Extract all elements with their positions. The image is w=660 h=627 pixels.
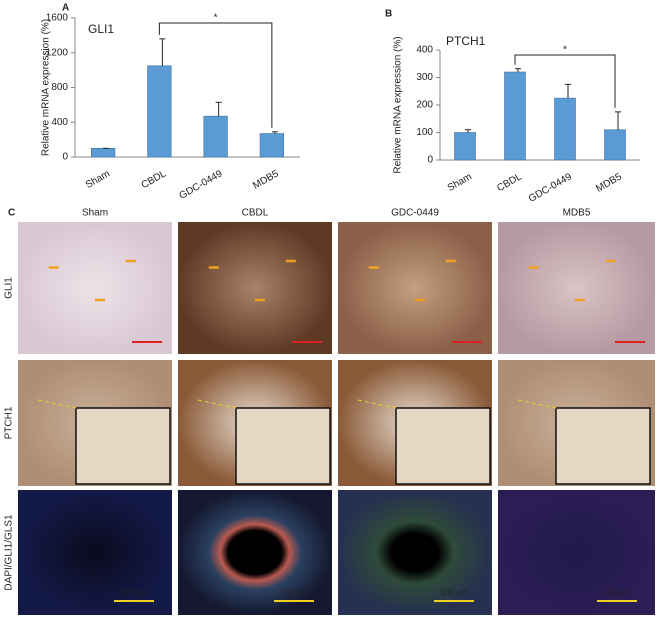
- micrograph: [338, 490, 492, 615]
- inset: [75, 407, 171, 485]
- y-tick-label: 300: [416, 72, 433, 83]
- bar: [203, 115, 228, 158]
- bar: [259, 133, 284, 158]
- x-tick-label: CBDL: [140, 168, 169, 191]
- row-label: PTCH1: [4, 406, 15, 439]
- y-tick-label: 400: [416, 45, 433, 56]
- bar: [454, 132, 476, 161]
- micrograph: [178, 222, 332, 354]
- significance-label: *: [214, 13, 218, 24]
- bar: [504, 71, 526, 161]
- micrograph: [338, 222, 492, 354]
- scale-bar-label: 100 μm: [604, 588, 631, 597]
- inset: [235, 407, 331, 485]
- x-tick-label: GDC-0449: [527, 171, 574, 205]
- bar: [554, 97, 576, 161]
- y-tick-label: 800: [51, 82, 68, 93]
- x-tick-label: MDB5: [594, 171, 624, 195]
- y-tick-label: 100: [416, 127, 433, 138]
- x-tick-label: MDB5: [251, 168, 281, 192]
- bar: [91, 148, 116, 158]
- y-tick-label: 200: [416, 100, 433, 111]
- micrograph: [18, 490, 172, 615]
- y-tick-label: 0: [427, 155, 433, 166]
- y-tick-label: 1200: [46, 47, 69, 58]
- row-label: GLI1: [4, 277, 15, 299]
- chart-title: PTCH1: [446, 34, 486, 48]
- x-tick-label: Sham: [446, 171, 474, 194]
- x-tick-label: GDC-0449: [178, 168, 225, 202]
- y-tick-label: 1600: [46, 13, 69, 24]
- panel-label: A: [62, 3, 69, 14]
- column-header: GDC-0449: [391, 208, 439, 219]
- y-axis-label: Relative mRNA expression (%): [393, 36, 404, 173]
- scale-bar-label: 100 μm: [281, 588, 308, 597]
- significance-bracket: [514, 54, 616, 108]
- bar: [147, 65, 172, 158]
- bar: [604, 129, 626, 161]
- micrograph: [18, 222, 172, 354]
- row-label: DAPI/GLI1/GLS1: [4, 514, 15, 591]
- y-axis-label: Relative mRNA expression (%): [41, 19, 52, 156]
- panel-label: B: [385, 9, 392, 20]
- scale-bar-label: 100 μm: [441, 588, 468, 597]
- inset: [555, 407, 651, 485]
- micrograph: [498, 490, 655, 615]
- y-tick-label: 400: [51, 117, 68, 128]
- scale-bar-label: 100 μm: [121, 588, 148, 597]
- x-tick-label: CBDL: [495, 171, 524, 194]
- panel-label: C: [8, 208, 15, 219]
- column-header: MDB5: [563, 208, 591, 219]
- micrograph: [498, 222, 655, 354]
- micrograph: [178, 490, 332, 615]
- column-header: CBDL: [242, 208, 269, 219]
- significance-bracket: [158, 22, 273, 128]
- chart-title: GLI1: [88, 22, 114, 36]
- y-tick-label: 0: [62, 152, 68, 163]
- x-tick-label: Sham: [84, 168, 112, 191]
- significance-label: *: [563, 45, 567, 56]
- inset: [395, 407, 491, 485]
- column-header: Sham: [82, 208, 108, 219]
